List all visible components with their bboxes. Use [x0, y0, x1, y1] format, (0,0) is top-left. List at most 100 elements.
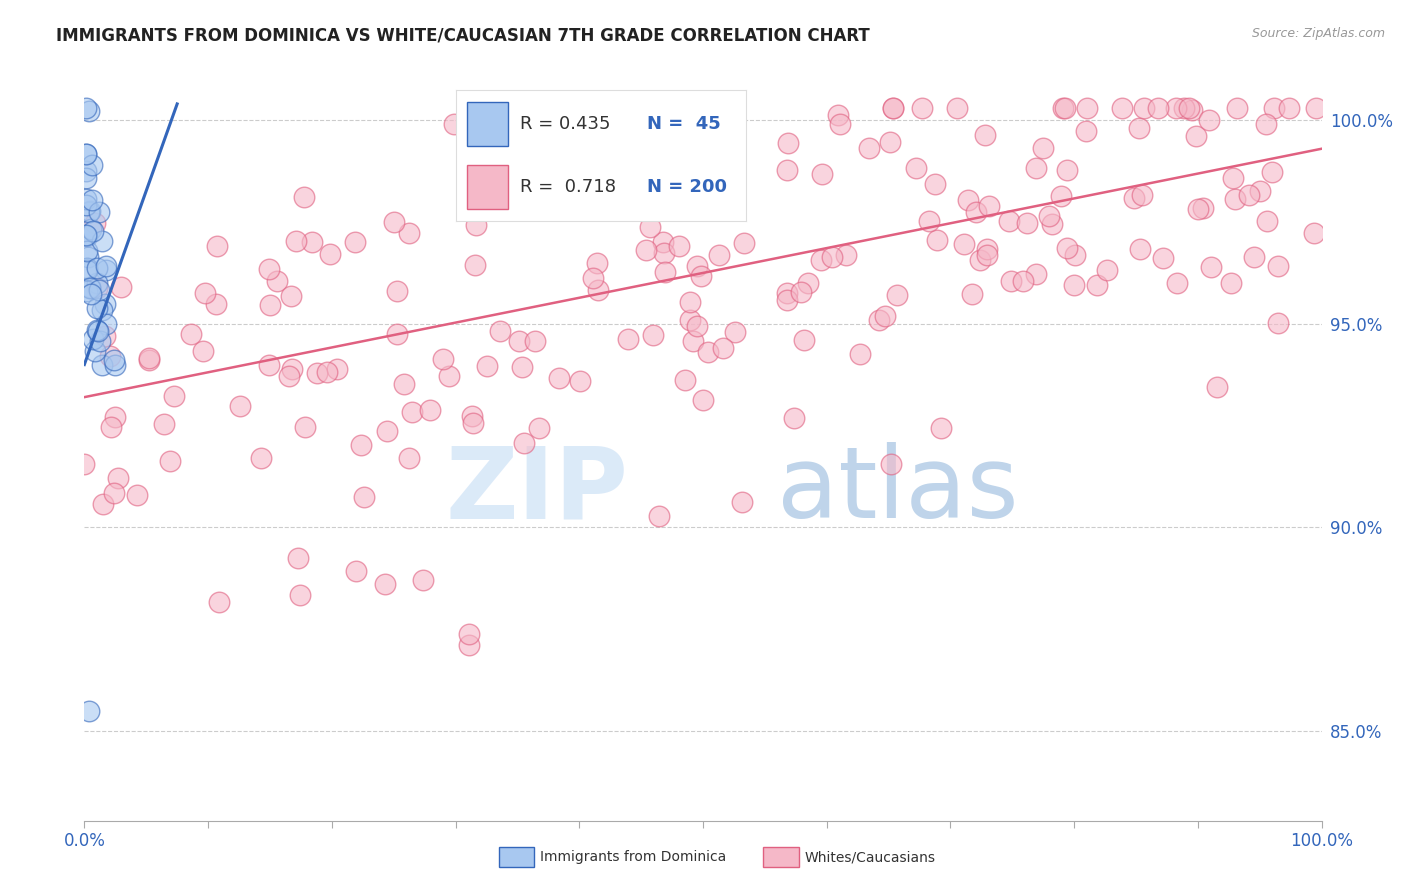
Point	[1249, 184, 1271, 198]
Point	[880, 457, 903, 471]
Point	[86, 323, 108, 337]
Text: Whites/Caucasians: Whites/Caucasians	[804, 850, 935, 864]
Point	[75, 164, 97, 178]
Point	[1222, 171, 1244, 186]
Point	[461, 416, 484, 430]
Point	[319, 247, 342, 261]
Point	[89, 334, 111, 348]
Point	[976, 248, 998, 262]
Point	[96, 262, 118, 277]
Point	[776, 162, 799, 177]
Point	[103, 486, 125, 500]
Point	[76, 263, 98, 277]
Point	[924, 178, 946, 192]
Point	[464, 218, 486, 232]
Point	[250, 450, 273, 465]
Point	[86, 260, 108, 275]
Point	[1000, 274, 1022, 288]
Point	[1261, 165, 1284, 179]
Point	[1024, 161, 1046, 175]
Point	[1032, 140, 1054, 154]
Point	[437, 369, 460, 384]
Point	[783, 411, 806, 425]
Point	[957, 193, 980, 207]
Point	[1147, 101, 1170, 115]
Point	[401, 405, 423, 419]
Point	[820, 250, 842, 264]
Point	[443, 117, 465, 131]
Point	[75, 193, 97, 207]
Point	[858, 141, 880, 155]
Point	[793, 333, 815, 347]
Point	[1129, 243, 1152, 257]
Point	[1205, 379, 1227, 393]
Point	[1095, 263, 1118, 277]
Point	[711, 341, 734, 355]
Point	[731, 495, 754, 509]
Point	[301, 235, 323, 249]
Point	[776, 136, 799, 150]
Point	[84, 343, 107, 358]
Point	[86, 301, 108, 315]
Point	[654, 265, 676, 279]
Point	[1239, 187, 1261, 202]
Text: ZIP: ZIP	[446, 442, 628, 540]
Point	[80, 286, 103, 301]
Point	[911, 101, 934, 115]
Point	[1054, 101, 1077, 115]
Point	[82, 224, 104, 238]
Point	[696, 345, 718, 359]
Point	[524, 334, 547, 349]
Point	[82, 194, 104, 208]
Point	[675, 373, 697, 387]
Point	[153, 417, 176, 431]
Point	[104, 409, 127, 424]
Point	[194, 286, 217, 301]
Text: IMMIGRANTS FROM DOMINICA VS WHITE/CAUCASIAN 7TH GRADE CORRELATION CHART: IMMIGRANTS FROM DOMINICA VS WHITE/CAUCAS…	[56, 27, 870, 45]
Point	[882, 101, 904, 115]
Point	[458, 627, 481, 641]
Point	[830, 117, 852, 131]
Point	[208, 595, 231, 609]
Point	[159, 454, 181, 468]
Point	[93, 297, 115, 311]
Point	[931, 421, 953, 435]
Point	[180, 327, 202, 342]
Point	[79, 281, 101, 295]
Point	[1133, 101, 1156, 115]
Point	[76, 229, 98, 244]
Point	[1166, 101, 1188, 115]
Point	[1017, 216, 1039, 230]
Point	[679, 312, 702, 326]
Point	[353, 490, 375, 504]
Point	[1085, 278, 1108, 293]
Point	[679, 295, 702, 310]
Point	[75, 198, 97, 212]
Point	[1130, 188, 1153, 202]
Point	[536, 106, 558, 120]
Point	[138, 351, 160, 366]
Point	[100, 419, 122, 434]
Point	[281, 362, 304, 376]
Point	[882, 101, 904, 115]
Point	[641, 327, 664, 342]
Point	[382, 215, 405, 229]
Point	[229, 399, 252, 413]
Point	[979, 199, 1001, 213]
Point	[94, 317, 117, 331]
Point	[292, 189, 315, 203]
Point	[527, 421, 550, 435]
Point	[1025, 267, 1047, 281]
Point	[582, 271, 605, 285]
Point	[686, 259, 709, 273]
Point	[879, 135, 901, 149]
Point	[1123, 192, 1146, 206]
Point	[965, 205, 987, 219]
Point	[775, 293, 797, 308]
Text: atlas: atlas	[778, 442, 1019, 540]
Point	[94, 329, 117, 343]
Point	[75, 228, 97, 243]
Point	[927, 233, 949, 247]
Point	[1267, 316, 1289, 330]
Point	[1256, 214, 1278, 228]
